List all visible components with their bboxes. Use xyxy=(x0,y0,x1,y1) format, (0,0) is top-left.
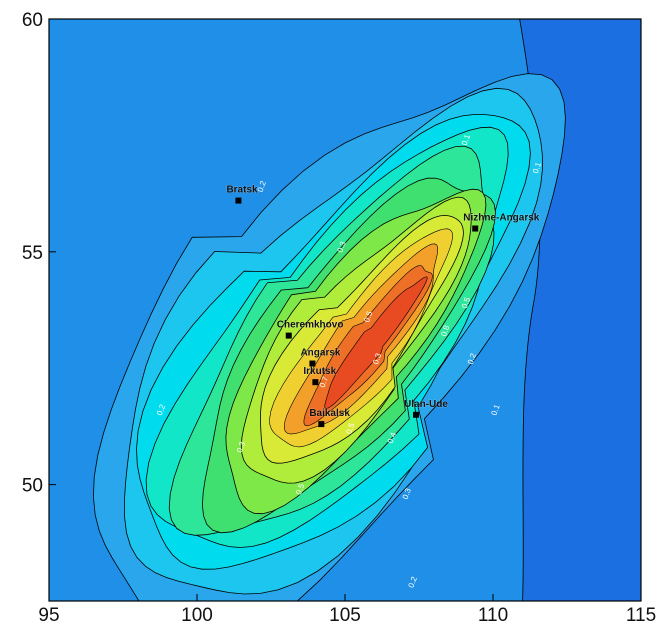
city-marker xyxy=(472,225,479,232)
x-tick-label: 115 xyxy=(626,605,656,626)
x-axis: 95 100 105 110 115 xyxy=(38,594,656,626)
city-marker xyxy=(318,421,325,428)
city-marker xyxy=(235,197,242,204)
contour-label: 0.3 xyxy=(235,440,247,454)
contour-label: 0.3 xyxy=(401,486,413,500)
contour-label: 0.1 xyxy=(489,403,501,417)
city-marker xyxy=(413,411,420,418)
city-markers: Bratsk Nizhne-Angarsk Cheremkhovo Angarsk Ir… xyxy=(226,184,540,428)
contour-label: 0.1 xyxy=(531,161,543,175)
contour-levels xyxy=(92,73,566,601)
city-label: Bratsk xyxy=(226,185,258,196)
x-tick-label: 95 xyxy=(38,605,59,626)
city-label: Irkutsk xyxy=(303,366,336,377)
y-tick-label: 55 xyxy=(22,243,43,264)
contour-labels: 0.2 0.3 0.5 0.3 0.8 0.5 0.2 0.1 0.1 0.1 0.2 0.3 0.5 0… xyxy=(155,133,543,589)
contour-label: 0.5 xyxy=(460,296,472,310)
city-label: Cheremkhovo xyxy=(277,320,344,331)
contour-label: 0.2 xyxy=(466,351,478,365)
x-tick-label: 100 xyxy=(181,605,213,626)
contour-label: 0.5 xyxy=(344,421,356,435)
contour-label: 0.5 xyxy=(362,310,374,324)
contour-label: 0.3 xyxy=(371,351,383,365)
y-tick-label: 50 xyxy=(22,476,43,497)
city-label: Baikalsk xyxy=(309,408,350,419)
city-label: Angarsk xyxy=(300,348,340,359)
city-marker xyxy=(312,379,319,386)
plot-area xyxy=(49,19,641,601)
contour-label: 0.2 xyxy=(155,403,167,417)
x-tick-label: 110 xyxy=(478,605,508,626)
city-label: Ulan-Ude xyxy=(404,399,448,410)
contour-level-13 xyxy=(324,276,428,409)
x-tick-label: 105 xyxy=(329,605,361,626)
contour-label: 0.8 xyxy=(439,324,451,338)
y-axis: 50 55 60 xyxy=(22,10,56,497)
y-tick-label: 60 xyxy=(22,10,43,31)
contour-label: 0.2 xyxy=(256,179,268,193)
city-marker xyxy=(309,360,316,367)
city-label: Nizhne-Angarsk xyxy=(463,213,540,224)
contour-label: 0.5 xyxy=(294,482,306,496)
contour-label: 0.2 xyxy=(407,575,419,589)
contour-label: 0.3 xyxy=(336,240,348,254)
contour-label: 0.1 xyxy=(460,133,472,147)
contour-label: 0.4 xyxy=(386,431,398,445)
contour-label: 0.7 xyxy=(318,375,330,389)
city-marker xyxy=(285,332,292,339)
contour-label: 1 xyxy=(307,348,317,356)
